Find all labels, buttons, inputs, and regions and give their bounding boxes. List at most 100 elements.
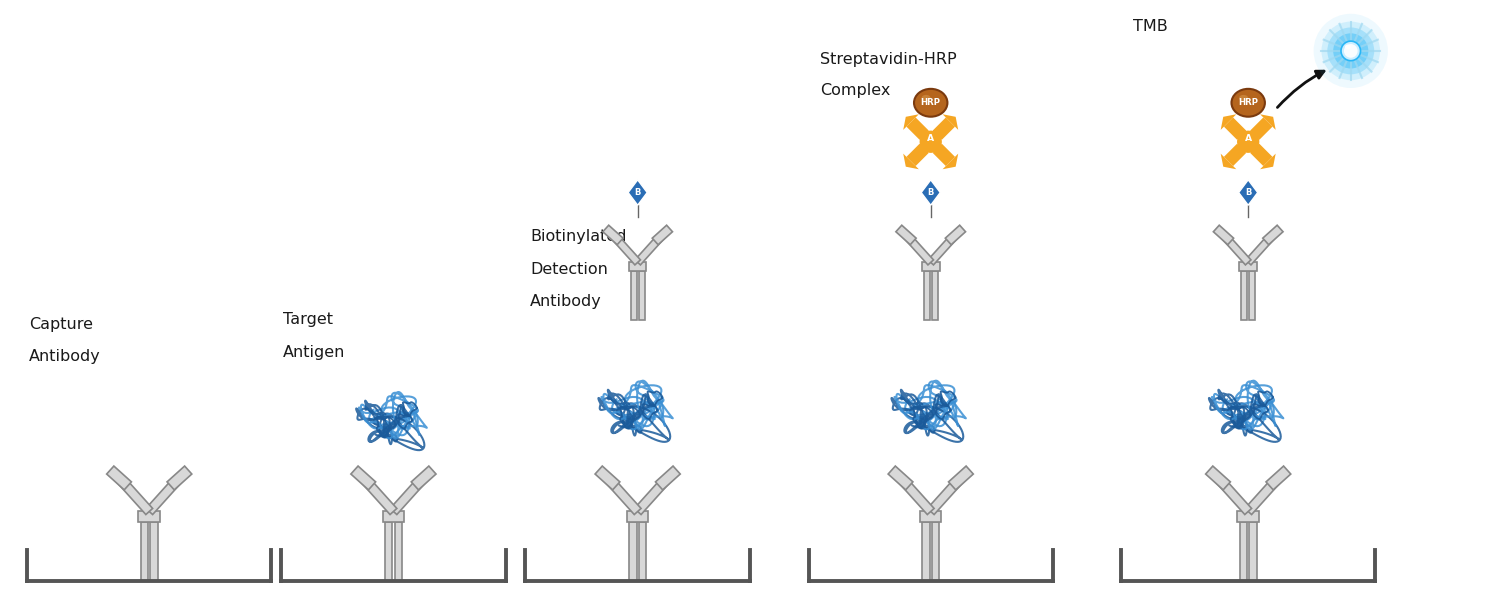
Circle shape: [1238, 131, 1260, 153]
Ellipse shape: [1232, 89, 1264, 116]
Polygon shape: [1245, 475, 1282, 515]
Polygon shape: [628, 180, 646, 205]
Bar: [1240, 271, 1248, 320]
Ellipse shape: [1334, 34, 1368, 68]
Polygon shape: [1266, 466, 1292, 490]
Polygon shape: [945, 225, 966, 245]
Polygon shape: [1245, 232, 1275, 265]
Bar: [922, 262, 939, 271]
Text: HRP: HRP: [1238, 98, 1258, 107]
Bar: [1250, 522, 1257, 581]
Polygon shape: [888, 466, 914, 490]
Bar: [628, 522, 636, 581]
Text: A: A: [1245, 134, 1252, 143]
Text: A: A: [927, 134, 934, 143]
Bar: [639, 271, 645, 320]
Polygon shape: [146, 475, 183, 515]
Text: Capture: Capture: [28, 317, 93, 332]
Text: Complex: Complex: [821, 83, 891, 98]
Polygon shape: [906, 118, 928, 140]
Text: Streptavidin-HRP: Streptavidin-HRP: [821, 52, 957, 67]
Polygon shape: [1221, 154, 1236, 169]
Text: B: B: [928, 159, 933, 165]
Ellipse shape: [1314, 14, 1388, 88]
Circle shape: [920, 131, 942, 153]
Bar: [932, 522, 939, 581]
Ellipse shape: [1239, 95, 1248, 101]
Bar: [922, 522, 930, 581]
Bar: [382, 511, 404, 522]
Text: B: B: [1245, 159, 1251, 165]
Polygon shape: [360, 475, 398, 515]
Polygon shape: [1250, 118, 1272, 140]
Polygon shape: [897, 475, 934, 515]
Bar: [630, 271, 638, 320]
Text: B: B: [927, 188, 934, 197]
Polygon shape: [1214, 225, 1233, 245]
Polygon shape: [933, 118, 956, 140]
Bar: [932, 271, 938, 320]
Ellipse shape: [1322, 22, 1380, 80]
Polygon shape: [634, 232, 664, 265]
Ellipse shape: [1344, 44, 1358, 58]
Polygon shape: [1221, 114, 1236, 130]
Polygon shape: [1221, 232, 1251, 265]
Polygon shape: [604, 475, 640, 515]
Text: TMB: TMB: [1132, 19, 1167, 34]
Polygon shape: [903, 154, 920, 169]
Polygon shape: [166, 466, 192, 490]
Text: B: B: [634, 188, 640, 197]
Text: Antibody: Antibody: [28, 349, 100, 364]
Polygon shape: [1206, 466, 1230, 490]
Polygon shape: [896, 225, 916, 245]
Bar: [141, 522, 148, 581]
Ellipse shape: [1328, 28, 1374, 74]
Polygon shape: [921, 180, 940, 205]
Polygon shape: [906, 144, 928, 166]
Bar: [1238, 511, 1258, 522]
Polygon shape: [1239, 180, 1257, 205]
Polygon shape: [933, 144, 956, 166]
Polygon shape: [948, 466, 974, 490]
Polygon shape: [610, 232, 640, 265]
Polygon shape: [652, 225, 672, 245]
Polygon shape: [351, 466, 375, 490]
Bar: [639, 522, 646, 581]
Polygon shape: [1224, 118, 1246, 140]
Bar: [138, 511, 160, 522]
Text: HRP: HRP: [921, 98, 940, 107]
Bar: [920, 511, 942, 522]
Bar: [627, 511, 648, 522]
Text: B: B: [1245, 188, 1251, 197]
Polygon shape: [903, 232, 933, 265]
Ellipse shape: [914, 89, 948, 116]
Text: Detection: Detection: [530, 262, 608, 277]
Polygon shape: [942, 114, 958, 130]
Polygon shape: [1263, 225, 1282, 245]
Ellipse shape: [921, 95, 930, 101]
Polygon shape: [928, 232, 958, 265]
Ellipse shape: [1341, 41, 1360, 61]
Bar: [924, 271, 930, 320]
Polygon shape: [634, 475, 672, 515]
Polygon shape: [596, 466, 619, 490]
Bar: [1250, 271, 1256, 320]
Text: Antigen: Antigen: [284, 344, 345, 359]
Polygon shape: [1215, 475, 1251, 515]
Bar: [394, 522, 402, 581]
Polygon shape: [411, 466, 436, 490]
Polygon shape: [1260, 154, 1275, 169]
Ellipse shape: [1346, 44, 1352, 49]
Polygon shape: [1224, 144, 1246, 166]
Text: Biotinylated: Biotinylated: [530, 229, 627, 244]
Polygon shape: [116, 475, 153, 515]
Bar: [1239, 262, 1257, 271]
Text: Target: Target: [284, 313, 333, 328]
Bar: [1239, 522, 1246, 581]
Polygon shape: [603, 225, 622, 245]
Polygon shape: [942, 154, 958, 169]
Text: Antibody: Antibody: [530, 294, 602, 309]
Polygon shape: [106, 466, 132, 490]
Polygon shape: [1260, 114, 1275, 130]
Bar: [386, 522, 393, 581]
